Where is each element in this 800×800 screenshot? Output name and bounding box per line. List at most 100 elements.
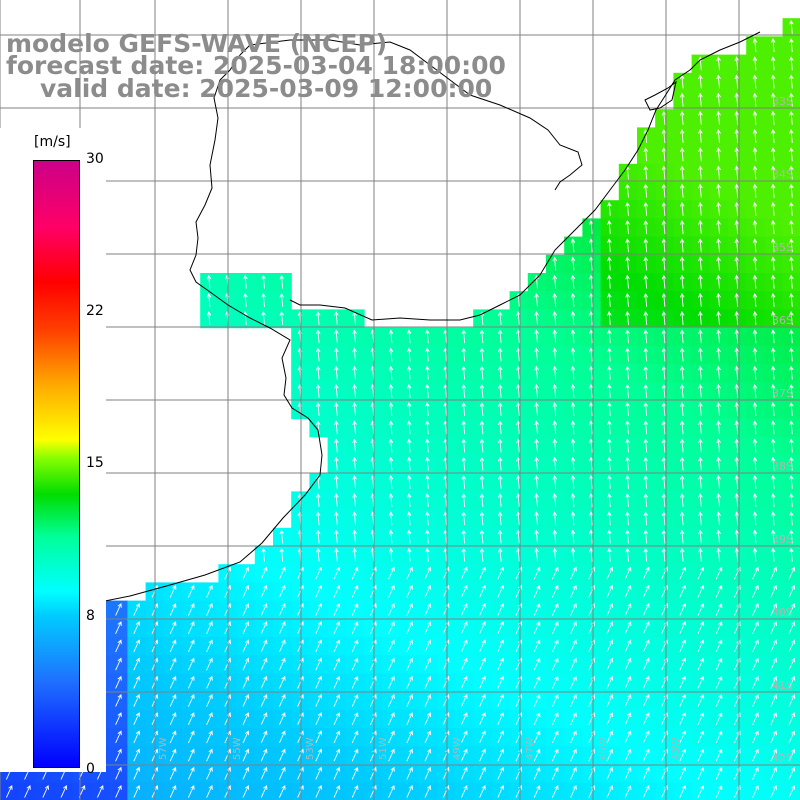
wind-arrow xyxy=(388,639,395,653)
wind-arrow xyxy=(406,547,412,562)
wind-arrow xyxy=(388,493,394,508)
wind-arrow xyxy=(770,56,776,71)
wind-arrow xyxy=(278,675,286,689)
wind-arrow xyxy=(461,474,467,489)
wind-arrow xyxy=(551,693,559,707)
wind-arrow xyxy=(315,493,321,508)
wind-arrow xyxy=(442,766,450,780)
wind-arrow xyxy=(460,566,468,580)
wind-arrow xyxy=(551,657,559,671)
wind-arrow xyxy=(715,566,723,580)
wind-arrow xyxy=(607,329,612,344)
wind-arrow xyxy=(406,784,413,798)
wind-arrow xyxy=(606,766,614,780)
wind-arrow xyxy=(388,347,394,362)
wind-arrow xyxy=(770,657,777,671)
wind-arrow xyxy=(570,657,577,671)
wind-arrow xyxy=(661,474,667,489)
wind-arrow xyxy=(607,547,612,562)
wind-arrow xyxy=(642,693,650,707)
wind-arrow xyxy=(697,766,705,780)
wind-arrow xyxy=(734,256,740,271)
wind-arrow xyxy=(679,566,686,580)
wind-arrow xyxy=(534,402,539,417)
wind-speed-cell xyxy=(782,782,800,800)
wind-arrow xyxy=(133,766,140,780)
wind-arrow xyxy=(789,529,794,544)
wind-arrow xyxy=(643,529,649,544)
colorbar-unit: [m/s] xyxy=(34,134,71,150)
wind-arrow xyxy=(315,329,321,344)
wind-arrow xyxy=(607,292,612,307)
wind-arrow xyxy=(115,730,122,744)
wind-arrow xyxy=(788,693,796,707)
wind-arrow xyxy=(42,784,49,798)
wind-arrow xyxy=(187,784,195,798)
wind-arrow xyxy=(479,693,486,707)
wind-arrow xyxy=(442,784,450,798)
wind-arrow xyxy=(334,511,339,526)
wind-arrow xyxy=(734,365,740,380)
wind-arrow xyxy=(424,639,432,653)
wind-arrow xyxy=(533,675,541,689)
wind-arrow xyxy=(588,238,594,253)
wind-arrow xyxy=(588,402,594,417)
wind-arrow xyxy=(406,402,412,417)
wind-arrow xyxy=(661,165,667,180)
wind-arrow xyxy=(133,712,140,725)
wind-arrow xyxy=(388,420,394,435)
wind-arrow xyxy=(606,712,614,725)
wind-arrow xyxy=(425,511,430,526)
wind-arrow xyxy=(479,511,485,526)
wind-arrow xyxy=(497,621,504,634)
wind-arrow xyxy=(534,292,539,307)
wind-arrow xyxy=(442,566,450,580)
wind-arrow xyxy=(716,238,721,253)
wind-arrow xyxy=(315,657,322,671)
wind-arrow xyxy=(315,784,322,798)
wind-arrow xyxy=(497,693,504,707)
wind-arrow xyxy=(388,748,395,762)
wind-arrow xyxy=(625,438,630,453)
wind-arrow xyxy=(607,474,612,489)
wind-arrow xyxy=(388,474,394,489)
wind-arrow xyxy=(570,256,576,271)
wind-arrow xyxy=(551,584,559,598)
wind-arrow xyxy=(606,639,614,653)
wind-arrow xyxy=(679,511,685,526)
wind-arrow xyxy=(278,693,286,707)
wind-arrow xyxy=(406,420,412,435)
wind-arrow xyxy=(716,274,721,289)
wind-arrow xyxy=(115,602,122,616)
wind-arrow xyxy=(716,74,721,89)
wind-arrow xyxy=(315,347,321,362)
wind-arrow xyxy=(278,621,286,634)
wind-arrow xyxy=(661,365,667,380)
wind-arrow xyxy=(334,365,339,380)
wind-arrow xyxy=(260,693,268,707)
wind-arrow xyxy=(716,420,721,435)
wind-arrow xyxy=(770,74,776,89)
wind-arrow xyxy=(643,420,649,435)
wind-arrow xyxy=(352,383,357,398)
wind-arrow xyxy=(789,92,794,107)
wind-arrow xyxy=(715,784,723,798)
wind-arrow xyxy=(679,639,686,653)
longitude-label: 43W xyxy=(671,737,682,760)
wind-arrow xyxy=(697,712,705,725)
wind-arrow xyxy=(789,147,794,162)
wind-arrow xyxy=(333,621,341,634)
wind-arrow xyxy=(661,183,667,198)
wind-arrow xyxy=(788,712,796,725)
wind-arrow xyxy=(716,56,721,71)
wind-arrow xyxy=(606,693,614,707)
wind-arrow xyxy=(789,365,794,380)
wind-arrow xyxy=(388,329,394,344)
wind-arrow xyxy=(570,329,576,344)
wind-arrow xyxy=(425,547,430,562)
wind-arrow xyxy=(570,383,576,398)
wind-arrow xyxy=(734,474,740,489)
wind-arrow xyxy=(570,347,576,362)
wind-arrow xyxy=(698,92,703,107)
wind-arrow xyxy=(679,657,686,671)
